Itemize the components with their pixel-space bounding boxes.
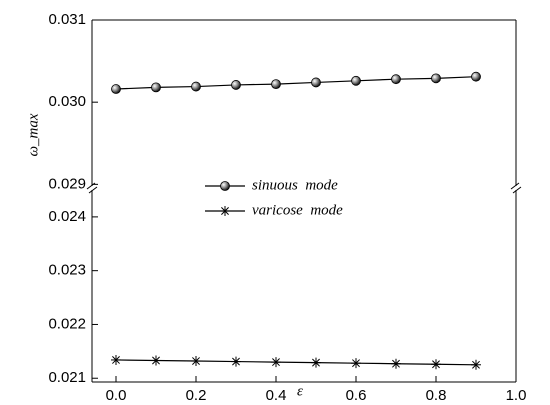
point-stroke bbox=[221, 207, 229, 215]
point bbox=[431, 359, 441, 370]
y-tick-label: 0.024 bbox=[48, 208, 86, 225]
axis-break-gap bbox=[87, 186, 97, 190]
y-tick-label: 0.023 bbox=[48, 262, 86, 279]
point-stroke bbox=[192, 357, 200, 365]
point bbox=[431, 73, 441, 84]
point bbox=[191, 356, 201, 367]
point bbox=[311, 77, 321, 88]
x-tick-label: 0.8 bbox=[426, 387, 447, 404]
axis-break-gap bbox=[511, 186, 521, 190]
x-tick-label: 0.0 bbox=[106, 387, 127, 404]
point bbox=[231, 80, 241, 90]
y-tick-label: 0.029 bbox=[48, 175, 86, 192]
x-axis-label: ε bbox=[297, 383, 303, 399]
y-tick-label: 0.031 bbox=[48, 11, 86, 28]
point-stroke bbox=[152, 356, 160, 365]
x-tick-label: 0.4 bbox=[266, 387, 287, 404]
point-stroke bbox=[352, 359, 360, 368]
point bbox=[220, 181, 230, 191]
x-tick-label: 0.6 bbox=[346, 387, 367, 404]
series-line bbox=[115, 76, 477, 90]
point bbox=[231, 356, 241, 367]
x-tick-label: 0.2 bbox=[186, 387, 207, 404]
point bbox=[471, 71, 481, 82]
point-stroke bbox=[312, 358, 320, 367]
point-stroke bbox=[472, 360, 480, 369]
point bbox=[271, 79, 281, 89]
legend-label: varicose mode bbox=[252, 202, 343, 218]
point bbox=[351, 358, 361, 369]
point-stroke bbox=[112, 355, 120, 364]
x-tick-label: 1.0 bbox=[506, 387, 527, 404]
series-line bbox=[115, 359, 477, 366]
y-tick-label: 0.022 bbox=[48, 315, 86, 332]
axis-break bbox=[88, 186, 98, 194]
point bbox=[351, 75, 361, 86]
axis-break bbox=[512, 186, 522, 194]
point bbox=[111, 354, 121, 365]
point bbox=[191, 81, 201, 92]
point-stroke bbox=[432, 360, 440, 369]
point bbox=[220, 206, 230, 216]
point-stroke bbox=[392, 359, 400, 368]
point bbox=[471, 359, 481, 370]
y-tick-label: 0.021 bbox=[48, 369, 86, 386]
point-stroke bbox=[272, 358, 280, 367]
point bbox=[391, 74, 401, 85]
point-stroke bbox=[232, 357, 240, 366]
y-axis-label: ω_max bbox=[25, 113, 41, 156]
axis-break bbox=[510, 182, 520, 190]
point bbox=[391, 358, 401, 369]
point bbox=[311, 357, 321, 368]
y-tick-label: 0.030 bbox=[48, 93, 86, 110]
point bbox=[271, 357, 281, 368]
legend-label: sinuous mode bbox=[252, 177, 338, 193]
point bbox=[151, 82, 161, 93]
point bbox=[151, 355, 161, 366]
point bbox=[111, 84, 121, 94]
